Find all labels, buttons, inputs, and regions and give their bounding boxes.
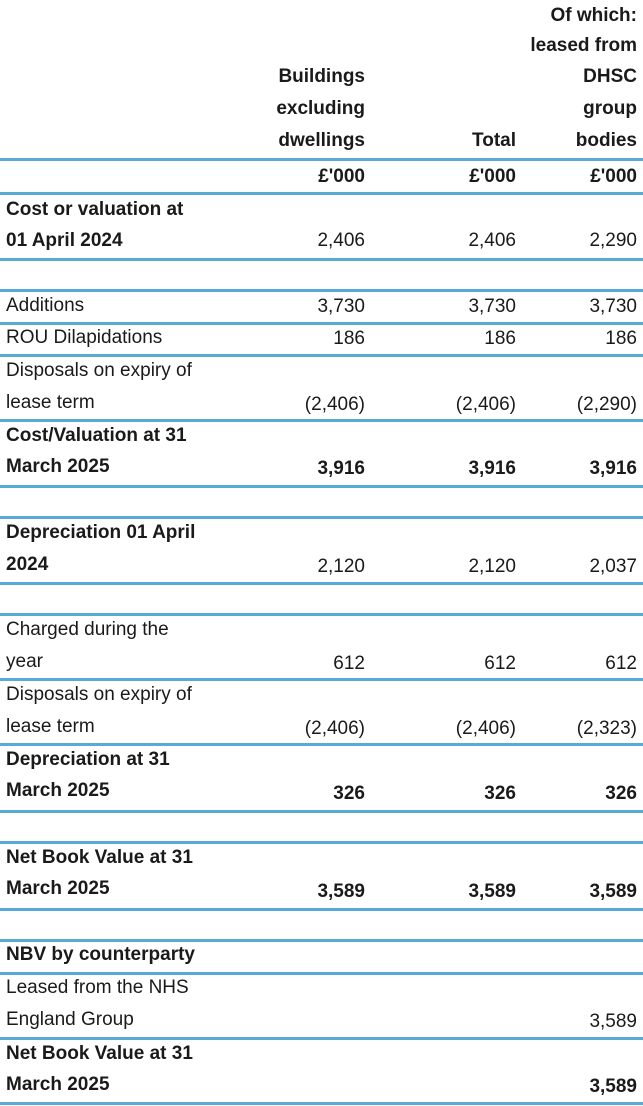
cell-value: 326 <box>333 783 365 804</box>
col3-header-line5: bodies <box>575 130 637 151</box>
cell-value: (2,406) <box>455 718 516 739</box>
col3-header-line2: leased from <box>530 35 637 56</box>
cell-value: 3,730 <box>589 296 637 317</box>
cell-value: 3,589 <box>589 1011 637 1032</box>
rule <box>0 419 643 422</box>
cell-value: (2,323) <box>576 718 637 739</box>
cell-value: (2,406) <box>304 718 365 739</box>
row-label: Cost or valuation at <box>6 199 184 220</box>
rule <box>0 192 643 195</box>
rule <box>0 354 643 357</box>
col3-header-line4: group <box>583 98 637 119</box>
row-label: March 2025 <box>6 1074 110 1095</box>
cell-value: (2,406) <box>455 394 516 415</box>
rule <box>0 516 643 519</box>
col1-header-line2: excluding <box>276 98 365 119</box>
row-label: Additions <box>6 295 85 316</box>
cell-value: 3,589 <box>589 881 637 902</box>
rule <box>0 1037 643 1040</box>
cell-value: 612 <box>605 653 637 674</box>
row-label: Cost/Valuation at 31 <box>6 425 187 446</box>
cell-value: 2,290 <box>589 230 637 251</box>
col2-header: Total <box>472 130 516 151</box>
row-label: ROU Dilapidations <box>6 327 163 348</box>
unit-col1: £'000 <box>318 166 365 187</box>
cell-value: 2,406 <box>317 230 365 251</box>
cell-value: 3,916 <box>589 458 637 479</box>
row-label: lease term <box>6 392 95 413</box>
cell-value: 612 <box>333 653 365 674</box>
cell-value: 186 <box>605 328 637 349</box>
col3-header-line1: Of which: <box>550 5 637 26</box>
cell-value: 3,916 <box>317 458 365 479</box>
row-label: Net Book Value at 31 <box>6 1043 193 1064</box>
row-label: Depreciation 01 April <box>6 522 196 543</box>
row-label: March 2025 <box>6 456 110 477</box>
cell-value: 3,730 <box>317 296 365 317</box>
cell-value: (2,406) <box>304 394 365 415</box>
cell-value: 3,916 <box>468 458 516 479</box>
cell-value: 3,730 <box>468 296 516 317</box>
row-label: Charged during the <box>6 619 169 640</box>
rule <box>0 1102 643 1105</box>
cell-value: 2,406 <box>468 230 516 251</box>
rule <box>0 289 643 292</box>
row-label: year <box>6 651 43 672</box>
row-label: Leased from the NHS <box>6 977 189 998</box>
cell-value: 3,589 <box>317 881 365 902</box>
rule <box>0 743 643 746</box>
row-label: Disposals on expiry of <box>6 684 192 705</box>
cell-value: 2,120 <box>468 556 516 577</box>
row-label: lease term <box>6 716 95 737</box>
row-label: NBV by counterparty <box>6 944 195 965</box>
row-label: March 2025 <box>6 878 110 899</box>
row-label: Disposals on expiry of <box>6 360 192 381</box>
unit-col2: £'000 <box>469 166 516 187</box>
cell-value: 186 <box>484 328 516 349</box>
row-label: England Group <box>6 1009 134 1030</box>
cell-value: 2,120 <box>317 556 365 577</box>
col3-header-line3: DHSC <box>583 66 637 87</box>
cell-value: 186 <box>333 328 365 349</box>
rule <box>0 908 643 911</box>
rule <box>0 485 643 488</box>
rule <box>0 939 643 942</box>
row-label: Net Book Value at 31 <box>6 847 193 868</box>
row-label: 01 April 2024 <box>6 230 123 251</box>
cell-value: 2,037 <box>589 556 637 577</box>
unit-col3: £'000 <box>590 166 637 187</box>
row-label: 2024 <box>6 554 49 575</box>
rule <box>0 258 643 261</box>
rule <box>0 810 643 813</box>
rule <box>0 613 643 616</box>
cell-value: 3,589 <box>468 881 516 902</box>
rule <box>0 841 643 844</box>
rule <box>0 158 643 161</box>
cell-value: 326 <box>605 783 637 804</box>
cell-value: 612 <box>484 653 516 674</box>
col1-header-line1: Buildings <box>278 66 365 87</box>
cell-value: 3,589 <box>589 1076 637 1097</box>
col1-header-line3: dwellings <box>278 130 365 151</box>
rule <box>0 582 643 585</box>
cell-value: 326 <box>484 783 516 804</box>
rule <box>0 322 643 325</box>
row-label: March 2025 <box>6 780 110 801</box>
row-label: Depreciation at 31 <box>6 749 170 770</box>
rule <box>0 678 643 681</box>
rule <box>0 972 643 975</box>
cell-value: (2,290) <box>576 394 637 415</box>
